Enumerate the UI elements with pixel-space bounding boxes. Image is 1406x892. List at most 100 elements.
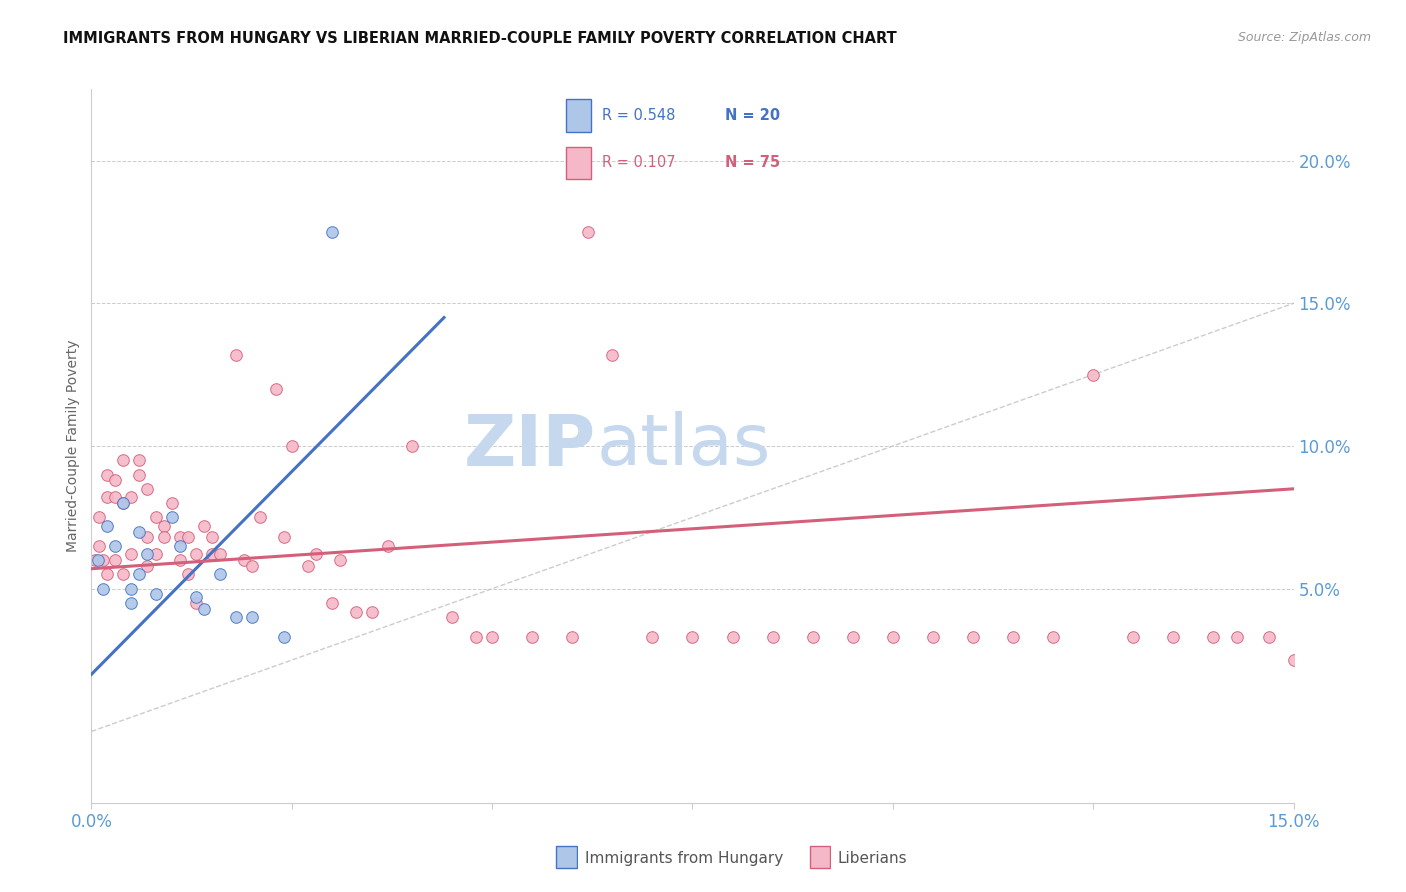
Point (145, 510, 167, 524)
Point (1226, 630, 1249, 644)
Point (128, 453, 150, 467)
Point (112, 496, 135, 510)
Point (681, 630, 703, 644)
FancyBboxPatch shape (557, 846, 576, 869)
Point (1122, 630, 1144, 644)
Point (96, 519, 118, 533)
Point (762, 630, 785, 644)
Point (225, 610, 247, 624)
Point (401, 439, 423, 453)
Text: atlas: atlas (596, 411, 770, 481)
Text: ZIP: ZIP (464, 411, 596, 481)
Point (176, 567, 198, 582)
Point (481, 630, 503, 644)
Point (87, 553, 110, 567)
Point (1042, 630, 1064, 644)
Point (121, 548, 143, 562)
Point (104, 539, 127, 553)
Text: IMMIGRANTS FROM HUNGARY VS LIBERIAN MARRIED-COUPLE FAMILY POVERTY CORRELATION CH: IMMIGRANTS FROM HUNGARY VS LIBERIAN MARR… (63, 31, 897, 46)
Point (1001, 630, 1024, 644)
Point (841, 630, 863, 644)
Point (240, 558, 263, 573)
Point (112, 453, 135, 467)
Point (121, 491, 143, 505)
Point (128, 467, 150, 482)
Point (136, 482, 159, 496)
Point (169, 530, 191, 544)
Point (112, 567, 135, 582)
Text: Liberians: Liberians (838, 851, 908, 865)
Point (193, 601, 215, 615)
Point (240, 610, 263, 624)
Point (273, 630, 295, 644)
Point (104, 491, 127, 505)
Point (89, 539, 111, 553)
Point (264, 382, 287, 396)
Point (440, 610, 463, 624)
Point (201, 548, 224, 562)
Point (1163, 630, 1185, 644)
Point (641, 630, 664, 644)
Point (93, 582, 115, 596)
Point (208, 567, 231, 582)
Point (193, 519, 215, 533)
Text: R = 0.107: R = 0.107 (602, 155, 676, 170)
Point (305, 548, 328, 562)
Point (84, 553, 107, 567)
Point (721, 630, 744, 644)
Point (152, 530, 174, 544)
Point (922, 630, 945, 644)
Point (184, 596, 207, 610)
Point (576, 225, 599, 239)
Point (93, 553, 115, 567)
FancyBboxPatch shape (567, 99, 591, 132)
Point (225, 348, 247, 362)
FancyBboxPatch shape (810, 846, 830, 869)
Point (1282, 653, 1305, 667)
Point (89, 510, 111, 524)
Point (962, 630, 984, 644)
Point (344, 605, 367, 619)
Point (136, 558, 159, 573)
Point (522, 630, 544, 644)
Point (128, 567, 150, 582)
Point (249, 510, 271, 524)
Point (104, 473, 127, 487)
Point (104, 553, 127, 567)
Point (136, 548, 159, 562)
Point (169, 539, 191, 553)
Point (377, 539, 399, 553)
Point (121, 582, 143, 596)
Point (465, 630, 488, 644)
Point (281, 439, 304, 453)
Point (561, 630, 583, 644)
Point (145, 548, 167, 562)
Point (329, 553, 352, 567)
Point (321, 596, 343, 610)
Point (297, 558, 319, 573)
FancyBboxPatch shape (567, 146, 591, 179)
Point (360, 605, 382, 619)
Point (169, 553, 191, 567)
Point (96, 467, 118, 482)
Point (801, 630, 824, 644)
Point (121, 596, 143, 610)
Text: R = 0.548: R = 0.548 (602, 108, 675, 123)
Point (882, 630, 904, 644)
Point (1083, 368, 1105, 382)
Point (96, 567, 118, 582)
Text: Immigrants from Hungary: Immigrants from Hungary (585, 851, 783, 865)
Point (112, 496, 135, 510)
Text: N = 20: N = 20 (725, 108, 780, 123)
Point (145, 587, 167, 601)
Text: Source: ZipAtlas.com: Source: ZipAtlas.com (1237, 31, 1371, 45)
Point (201, 530, 224, 544)
Point (184, 548, 207, 562)
Point (321, 225, 343, 239)
Point (208, 548, 231, 562)
Text: N = 75: N = 75 (725, 155, 780, 170)
Point (160, 496, 183, 510)
Point (160, 510, 183, 524)
Point (96, 491, 118, 505)
Point (273, 530, 295, 544)
